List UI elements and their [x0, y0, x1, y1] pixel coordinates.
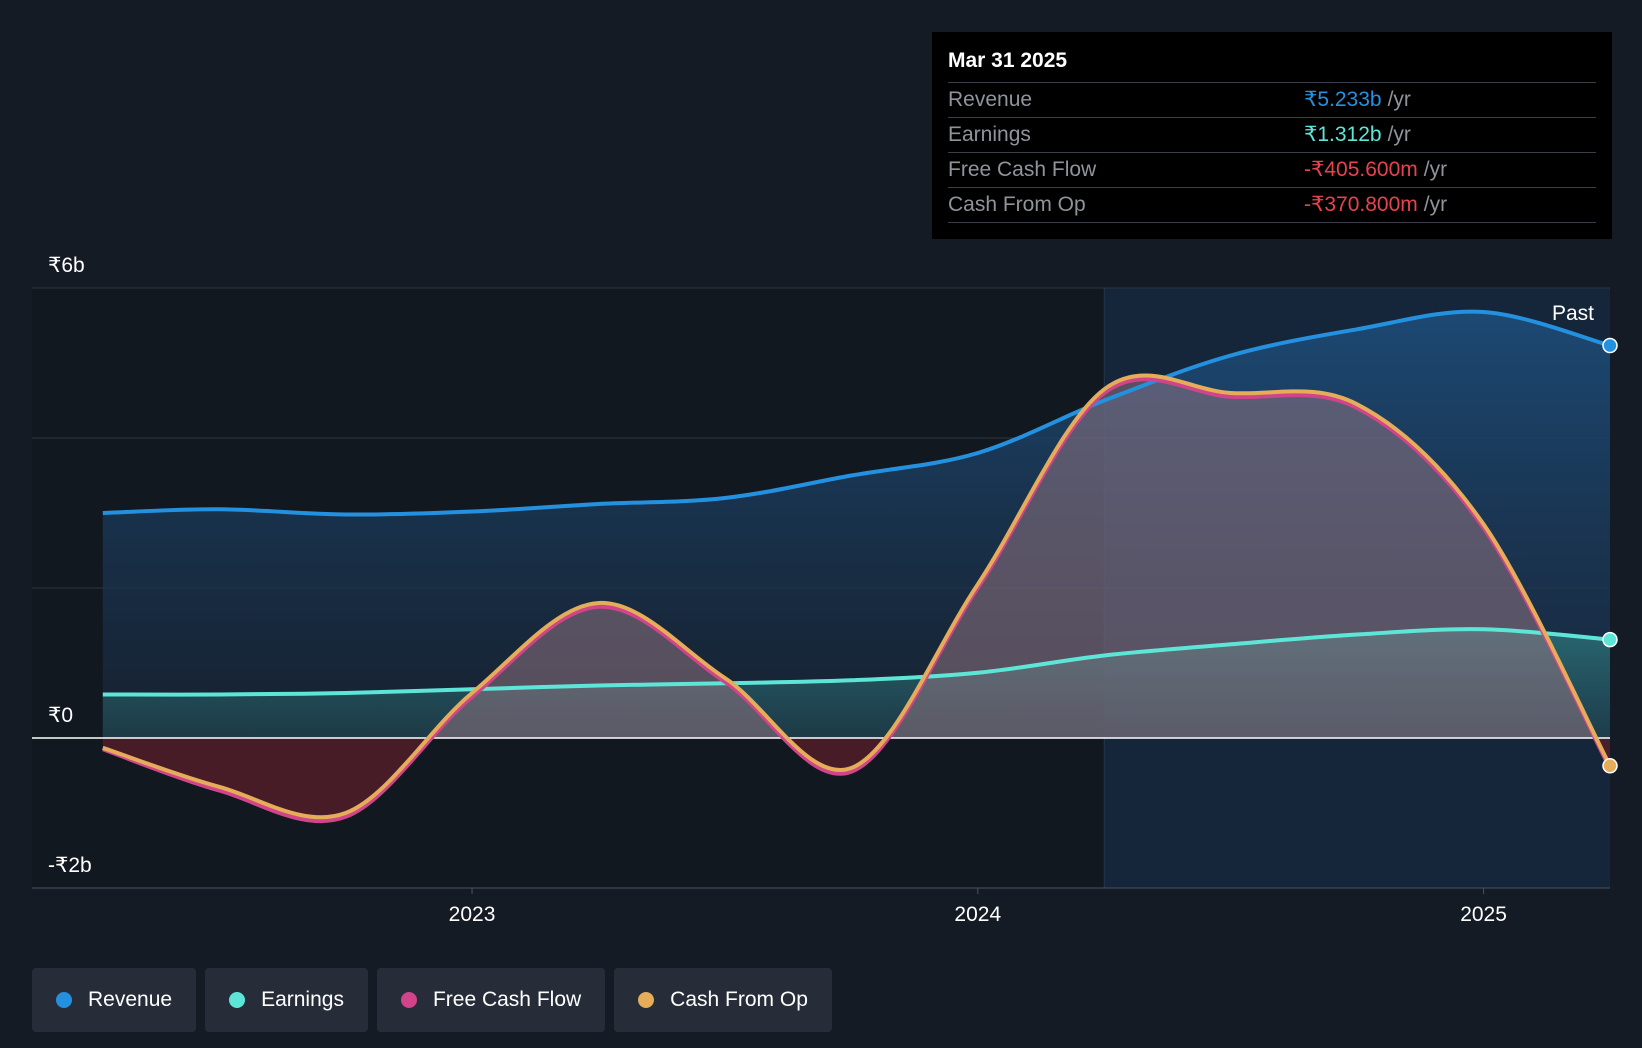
tooltip-row-free-cash-flow: Free Cash Flow -₹405.600m /yr [948, 153, 1596, 188]
legend-dot-icon [56, 992, 72, 1008]
legend-dot-icon [638, 992, 655, 1008]
legend-item-free-cash-flow[interactable]: Free Cash Flow [376, 968, 606, 1032]
cash-from-op-area-negative [102, 738, 1610, 818]
legend-dot-icon [400, 992, 417, 1008]
tooltip-unit: /yr [1423, 158, 1448, 181]
legend-label: Cash From Op [670, 988, 808, 1011]
x-tick-label: 2023 [449, 903, 496, 926]
legend-label: Revenue [88, 988, 173, 1011]
revenue-end-point [1602, 337, 1618, 354]
tooltip-label: Revenue [948, 88, 1033, 111]
tooltip-row-cash-from-op: Cash From Op -₹370.800m /yr [948, 188, 1596, 223]
tooltip-value: -₹370.800m [1304, 193, 1418, 216]
cash-from-op-line [102, 373, 1612, 820]
x-tick-label: 2025 [1460, 903, 1507, 926]
tooltip-date: Mar 31 2025 [948, 46, 1596, 83]
x-tick-label: 2024 [954, 903, 1001, 926]
y-tick-label: -₹2b [48, 854, 92, 877]
legend-item-cash-from-op[interactable]: Cash From Op [614, 968, 832, 1032]
tooltip-label: Earnings [948, 123, 1031, 146]
earnings-line [102, 627, 1611, 697]
earnings-end-point [1602, 631, 1618, 648]
legend: Revenue Earnings Free Cash Flow Cash Fro… [32, 968, 832, 1032]
free-cash-flow-line [102, 377, 1612, 824]
legend-label: Free Cash Flow [432, 988, 582, 1011]
tooltip-unit: /yr [1387, 123, 1411, 146]
tooltip-value: ₹5.233b [1304, 88, 1382, 111]
legend-item-revenue[interactable]: Revenue [32, 968, 197, 1032]
cash-from-op-area-positive [102, 375, 1610, 738]
legend-label: Earnings [261, 988, 344, 1011]
tooltip-panel: Mar 31 2025 Revenue ₹5.233b /yr Earnings… [932, 32, 1612, 239]
y-tick-label: ₹0 [48, 704, 73, 727]
past-label: Past [1552, 302, 1594, 325]
tooltip-row-earnings: Earnings ₹1.312b /yr [948, 118, 1596, 153]
tooltip-row-revenue: Revenue ₹5.233b /yr [948, 83, 1596, 118]
tooltip-label: Free Cash Flow [948, 158, 1097, 181]
legend-item-earnings[interactable]: Earnings [205, 968, 368, 1032]
y-tick-label: ₹6b [48, 254, 85, 277]
tooltip-unit: /yr [1387, 88, 1411, 111]
tooltip-label: Cash From Op [948, 193, 1086, 216]
cash-from-op-end-point [1602, 758, 1618, 774]
tooltip-unit: /yr [1423, 193, 1448, 216]
tooltip-value: -₹405.600m [1304, 158, 1418, 181]
legend-dot-icon [229, 992, 246, 1008]
revenue-line [102, 309, 1611, 517]
tooltip-value: ₹1.312b [1304, 123, 1382, 146]
